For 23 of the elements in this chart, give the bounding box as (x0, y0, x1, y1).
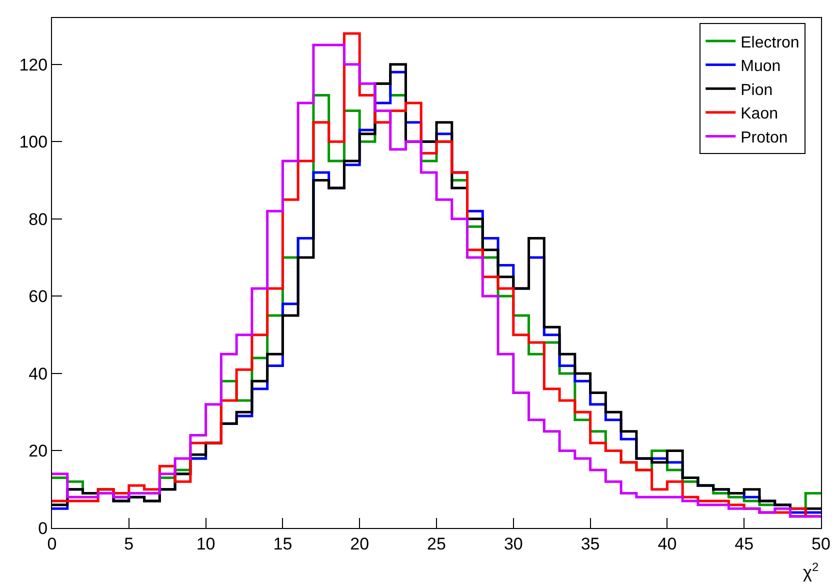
x-tick-label: 20 (350, 534, 370, 554)
legend-label: Proton (740, 129, 788, 146)
y-tick-label: 40 (28, 364, 48, 384)
y-tick-label: 60 (28, 287, 48, 306)
x-tick-label: 10 (196, 534, 216, 554)
x-tick-label: 30 (504, 534, 523, 554)
x-tick-label: 5 (124, 534, 134, 554)
legend-label: Kaon (740, 106, 778, 123)
y-tick-label: 20 (28, 442, 48, 461)
y-tick-label: 120 (19, 55, 48, 74)
x-tick-label: 50 (812, 534, 830, 554)
x-axis-title: χ$^{2}$ (803, 560, 819, 582)
legend-label: Pion (740, 82, 773, 99)
x-tick-label: 15 (273, 534, 292, 554)
x-tick-label: 40 (658, 534, 677, 554)
x-tick-label: 45 (734, 534, 754, 554)
x-tick-label: 35 (580, 534, 600, 554)
x-tick-label: 25 (427, 534, 446, 554)
y-tick-label: 80 (28, 210, 48, 229)
y-tick-label: 100 (19, 132, 48, 152)
legend-label: Electron (740, 34, 800, 52)
y-tick-label: 0 (38, 518, 48, 538)
legend-label: Muon (740, 58, 781, 76)
